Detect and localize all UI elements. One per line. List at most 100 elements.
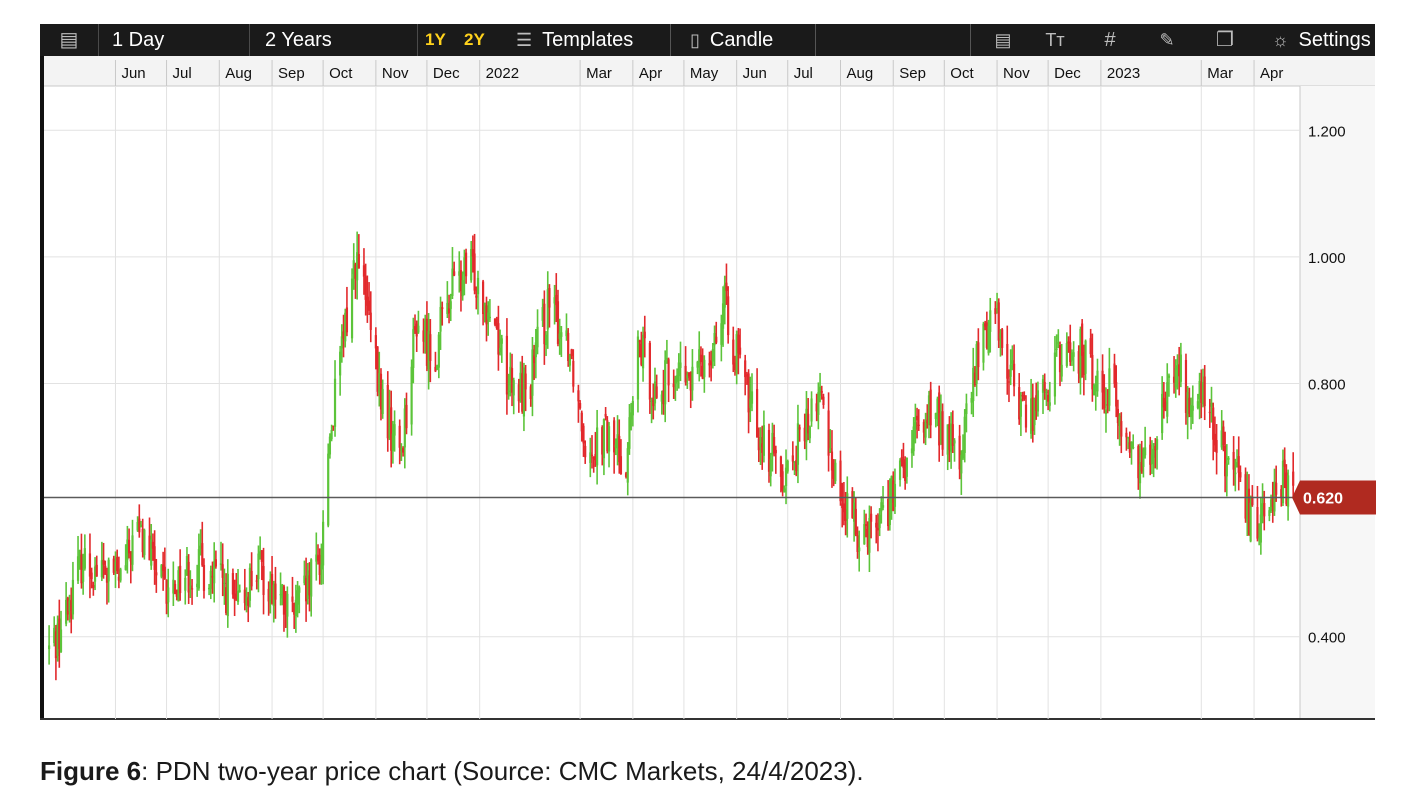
candle-body [1031, 397, 1034, 432]
candle-body [366, 296, 369, 306]
candle-body [783, 488, 786, 493]
candle-body [1057, 342, 1060, 345]
candle-body [674, 378, 677, 384]
candle-body [381, 389, 384, 415]
candle-body [696, 361, 699, 368]
candle-body [858, 547, 861, 552]
candle-body [1237, 456, 1240, 473]
candle-body [138, 518, 141, 533]
candle-body [507, 390, 510, 392]
candle-body [517, 384, 520, 402]
candle-body [781, 471, 784, 491]
layers-button[interactable]: ❐ [1210, 24, 1240, 56]
candle-body [1235, 462, 1239, 468]
candle-body [196, 583, 199, 588]
candle-body [390, 407, 393, 451]
candle-body [500, 338, 503, 344]
candle-body [601, 427, 604, 455]
candle-body [167, 587, 170, 603]
chart-left-border [40, 56, 44, 720]
candle-body [1067, 341, 1070, 344]
candle-body [269, 579, 272, 604]
candle-body [284, 610, 287, 612]
candle-body [483, 302, 486, 313]
candle-body [238, 590, 241, 593]
candle-body [250, 570, 253, 587]
candle-body [536, 326, 539, 348]
candle-body [655, 386, 658, 398]
settings-button[interactable]: ☼ Settings [1272, 24, 1371, 56]
candle-body [163, 566, 166, 579]
candle-body [592, 457, 595, 459]
grid-button[interactable]: # [1095, 24, 1125, 56]
candle-body [1224, 445, 1227, 477]
candle-body [356, 252, 359, 281]
candle-body [733, 362, 737, 371]
candle-body [213, 561, 216, 584]
candle-body [973, 372, 977, 386]
toolbar-divider [970, 24, 971, 56]
candle-body [1166, 382, 1169, 417]
candle-body [818, 386, 822, 396]
candle-body [839, 460, 842, 502]
templates-button[interactable]: ☰ Templates [516, 24, 633, 56]
candle-body [565, 330, 568, 337]
candle-body [755, 389, 759, 438]
candle-body [948, 423, 951, 451]
interval-select[interactable]: 1 Day [98, 24, 250, 56]
candle-body [1079, 328, 1082, 379]
period-1y-button[interactable]: 1Y [425, 24, 451, 56]
candle-body [197, 549, 200, 589]
candle-body [1035, 395, 1038, 412]
candle-body [1045, 391, 1048, 393]
candle-body [1047, 394, 1050, 402]
date-axis-label: Jun [743, 65, 767, 82]
candle-body [286, 593, 289, 617]
date-axis-labels: Jun Jul Aug Sep Oct Nov Dec 2022 Mar Apr May Jun Jul… [114, 60, 1283, 86]
candle-body [48, 645, 51, 650]
candle-body [315, 554, 318, 562]
candle-body [1144, 447, 1147, 456]
candle-body [1234, 472, 1237, 475]
period-2y-button[interactable]: 2Y [464, 24, 490, 56]
date-axis-label: Oct [329, 65, 353, 82]
candle-body [66, 598, 69, 615]
candle-body [493, 318, 497, 325]
grid-icon: # [1104, 29, 1116, 51]
candle-body [970, 398, 973, 403]
candle-body [1030, 398, 1033, 434]
candle-body [1280, 489, 1283, 499]
text-size-button[interactable]: Tт [1038, 24, 1072, 56]
candle-body [235, 594, 238, 598]
candle-body [190, 588, 194, 590]
candle-body [1247, 488, 1251, 536]
document-button[interactable]: ▤ [988, 24, 1018, 56]
candle-body [1176, 365, 1179, 370]
candle-body [184, 577, 187, 591]
candle-body [1258, 537, 1261, 540]
candle-body [231, 573, 235, 595]
candle-body [638, 340, 641, 342]
drawing-tool-button[interactable]: ✎ [1152, 24, 1182, 56]
candle-body [1275, 482, 1278, 495]
candle-body [975, 344, 978, 384]
candle-body [1127, 437, 1130, 439]
candle-body [306, 570, 309, 600]
candle-body [900, 457, 903, 462]
candle-body [578, 403, 582, 409]
candle-body [187, 561, 190, 593]
range-select[interactable]: 2 Years [250, 24, 418, 56]
candle-body [437, 334, 440, 368]
chart-type-button[interactable]: ▯ Candle [690, 24, 773, 56]
candle-body [463, 257, 466, 275]
candle-body [257, 553, 260, 580]
candle-body [260, 550, 263, 562]
figure-caption-text: : PDN two-year price chart (Source: CMC … [141, 756, 864, 786]
candle-body [822, 396, 825, 405]
candle-body [304, 577, 308, 602]
menu-button[interactable]: ▤ [40, 24, 99, 56]
candle-body [76, 556, 80, 581]
candle-body [875, 522, 878, 528]
candle-body [798, 427, 801, 430]
candle-body [379, 373, 383, 410]
